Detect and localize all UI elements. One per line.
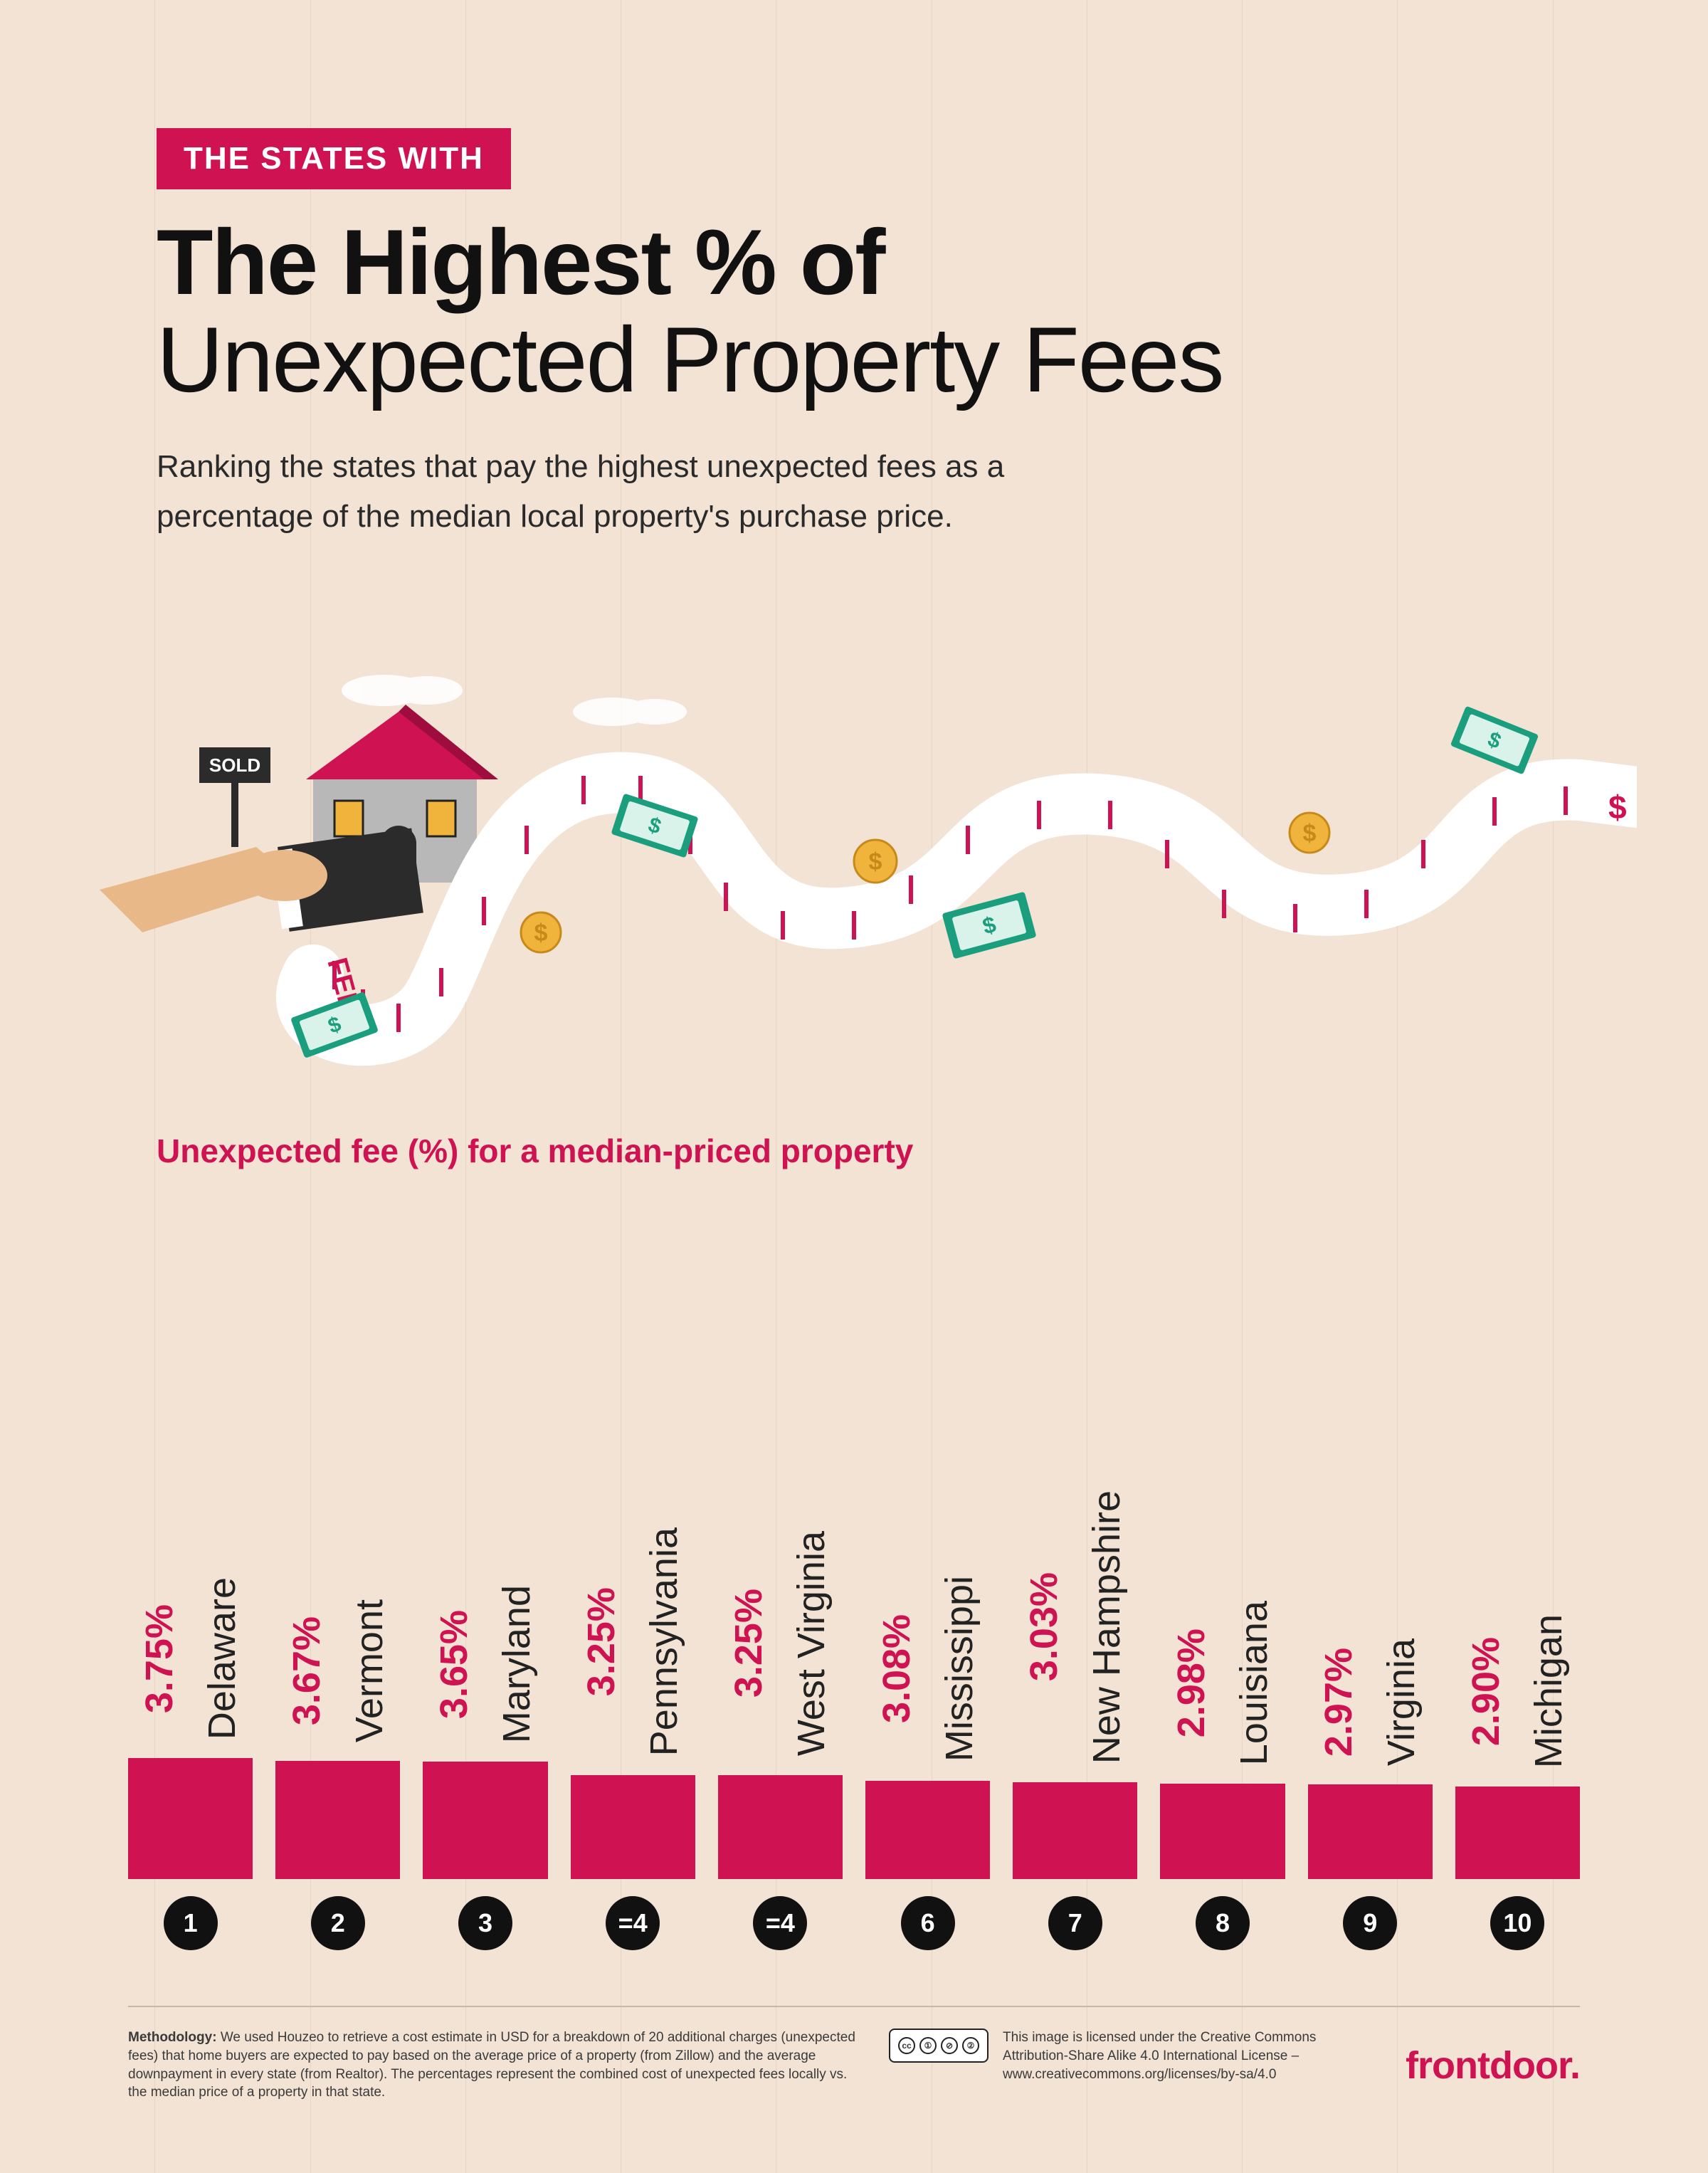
bar-percentage: 3.75%	[137, 1604, 181, 1712]
svg-text:$: $	[1303, 820, 1317, 847]
bar-state-name: Virginia	[1379, 1638, 1423, 1766]
title-bold: The Highest % of	[157, 210, 884, 314]
bar-chart: 3.75%Delaware3.67%Vermont3.65%Maryland3.…	[128, 1224, 1580, 1950]
rank-number: 8	[1196, 1896, 1250, 1950]
bar-column: 2.90% Michigan	[1455, 1224, 1580, 1879]
footer: Methodology: We used Houzeo to retrieve …	[128, 2006, 1580, 2102]
bar	[1308, 1784, 1433, 1879]
svg-text:$: $	[869, 848, 882, 875]
hero-illustration: SOLD	[100, 662, 1637, 1075]
bar-column: 3.25% Pennsylvania	[571, 1224, 695, 1879]
svg-text:$: $	[534, 920, 548, 947]
bar-label-stack: 3.75% Delaware	[137, 1577, 244, 1740]
bar-state-name: Louisiana	[1232, 1601, 1276, 1765]
title-light: Unexpected Property Fees	[157, 311, 1551, 409]
bar-column: 3.75% Delaware	[128, 1224, 253, 1879]
bar-label-stack: 2.98% Louisiana	[1169, 1601, 1276, 1765]
bar-percentage: 3.08%	[875, 1614, 919, 1723]
bar	[571, 1775, 695, 1879]
methodology-text: We used Houzeo to retrieve a cost estima…	[128, 2030, 855, 2100]
bar-state-name: Mississippi	[937, 1576, 981, 1762]
bar-percentage: 3.65%	[432, 1609, 476, 1718]
bar	[275, 1761, 400, 1879]
rank-number: 7	[1048, 1896, 1102, 1950]
svg-text:SOLD: SOLD	[209, 754, 260, 776]
illustration-svg: SOLD	[100, 662, 1637, 1075]
chart-title: Unexpected fee (%) for a median-priced p…	[157, 1132, 913, 1170]
rank-badge: 9	[1308, 1875, 1433, 1950]
bar-column: 3.25% West Virginia	[718, 1224, 843, 1879]
bar-label-stack: 3.65% Maryland	[432, 1585, 539, 1743]
cc-badge-icon: cc①⊘②	[889, 2029, 989, 2063]
rank-badge: 8	[1160, 1875, 1285, 1950]
rank-badge: 6	[865, 1875, 990, 1950]
bar	[718, 1775, 843, 1879]
bar-percentage: 2.90%	[1464, 1636, 1508, 1745]
bar-column: 3.03% New Hampshire	[1013, 1224, 1137, 1879]
rank-number: 6	[901, 1896, 955, 1950]
bar	[1013, 1782, 1137, 1879]
bar-label-stack: 3.03% New Hampshire	[1022, 1490, 1129, 1764]
bar-column: 2.98% Louisiana	[1160, 1224, 1285, 1879]
rank-number: 2	[311, 1896, 365, 1950]
title-badge: THE STATES WITH	[157, 128, 511, 189]
bar-label-stack: 3.08% Mississippi	[875, 1576, 981, 1762]
rank-badge: 1	[128, 1875, 253, 1950]
bar	[1160, 1784, 1285, 1879]
rank-number: 3	[458, 1896, 512, 1950]
bar-label-stack: 2.90% Michigan	[1464, 1614, 1571, 1768]
rank-badge: 3	[423, 1875, 547, 1950]
rank-number: 9	[1343, 1896, 1397, 1950]
bar-percentage: 3.67%	[285, 1616, 329, 1725]
bar-state-name: Maryland	[495, 1585, 539, 1743]
rank-badge: =4	[718, 1875, 843, 1950]
bar-label-stack: 3.25% Pennsylvania	[579, 1527, 686, 1756]
license-text: This image is licensed under the Creativ…	[1003, 2029, 1377, 2083]
page-title: The Highest % of Unexpected Property Fee…	[157, 214, 1551, 408]
bar	[1455, 1787, 1580, 1879]
bars-container: 3.75%Delaware3.67%Vermont3.65%Maryland3.…	[128, 1224, 1580, 1879]
bar-state-name: Michigan	[1527, 1614, 1571, 1768]
bar-percentage: 3.25%	[727, 1589, 771, 1698]
bar	[423, 1762, 547, 1879]
bar-state-name: Delaware	[200, 1577, 244, 1740]
license: cc①⊘② This image is licensed under the C…	[889, 2029, 1377, 2083]
bar-label-stack: 3.25% West Virginia	[727, 1531, 833, 1756]
rank-badge: 7	[1013, 1875, 1137, 1950]
bar-percentage: 3.25%	[579, 1587, 623, 1696]
ranks-container: 1 2 3 =4 =4 6 7 8 9 10	[128, 1875, 1580, 1950]
infographic-page: THE STATES WITH The Highest % of Unexpec…	[0, 0, 1708, 2173]
bar-label-stack: 3.67% Vermont	[285, 1599, 391, 1742]
subtitle: Ranking the states that pay the highest …	[157, 442, 1153, 542]
bar-percentage: 2.97%	[1317, 1648, 1361, 1757]
bar-state-name: Pennsylvania	[642, 1527, 686, 1756]
bar-state-name: West Virginia	[789, 1531, 833, 1756]
methodology: Methodology: We used Houzeo to retrieve …	[128, 2029, 860, 2102]
rank-number: 10	[1490, 1896, 1544, 1950]
brand-text: frontdoor.	[1406, 2044, 1580, 2087]
brand-logo: frontdoor.	[1406, 2043, 1580, 2088]
bar-column: 3.65% Maryland	[423, 1224, 547, 1879]
bar	[128, 1758, 253, 1879]
bar-percentage: 2.98%	[1169, 1629, 1213, 1737]
bar	[865, 1781, 990, 1879]
rank-badge: 10	[1455, 1875, 1580, 1950]
rank-number: =4	[753, 1896, 807, 1950]
bar-state-name: New Hampshire	[1085, 1490, 1129, 1764]
bar-column: 3.67% Vermont	[275, 1224, 400, 1879]
bar-percentage: 3.03%	[1022, 1572, 1066, 1681]
svg-text:$: $	[1608, 789, 1627, 826]
rank-badge: 2	[275, 1875, 400, 1950]
methodology-label: Methodology:	[128, 2030, 217, 2045]
bar-label-stack: 2.97% Virginia	[1317, 1638, 1423, 1766]
bar-column: 3.08% Mississippi	[865, 1224, 990, 1879]
bar-state-name: Vermont	[347, 1599, 391, 1742]
rank-number: 1	[164, 1896, 218, 1950]
bar-column: 2.97% Virginia	[1308, 1224, 1433, 1879]
rank-badge: =4	[571, 1875, 695, 1950]
rank-number: =4	[606, 1896, 660, 1950]
